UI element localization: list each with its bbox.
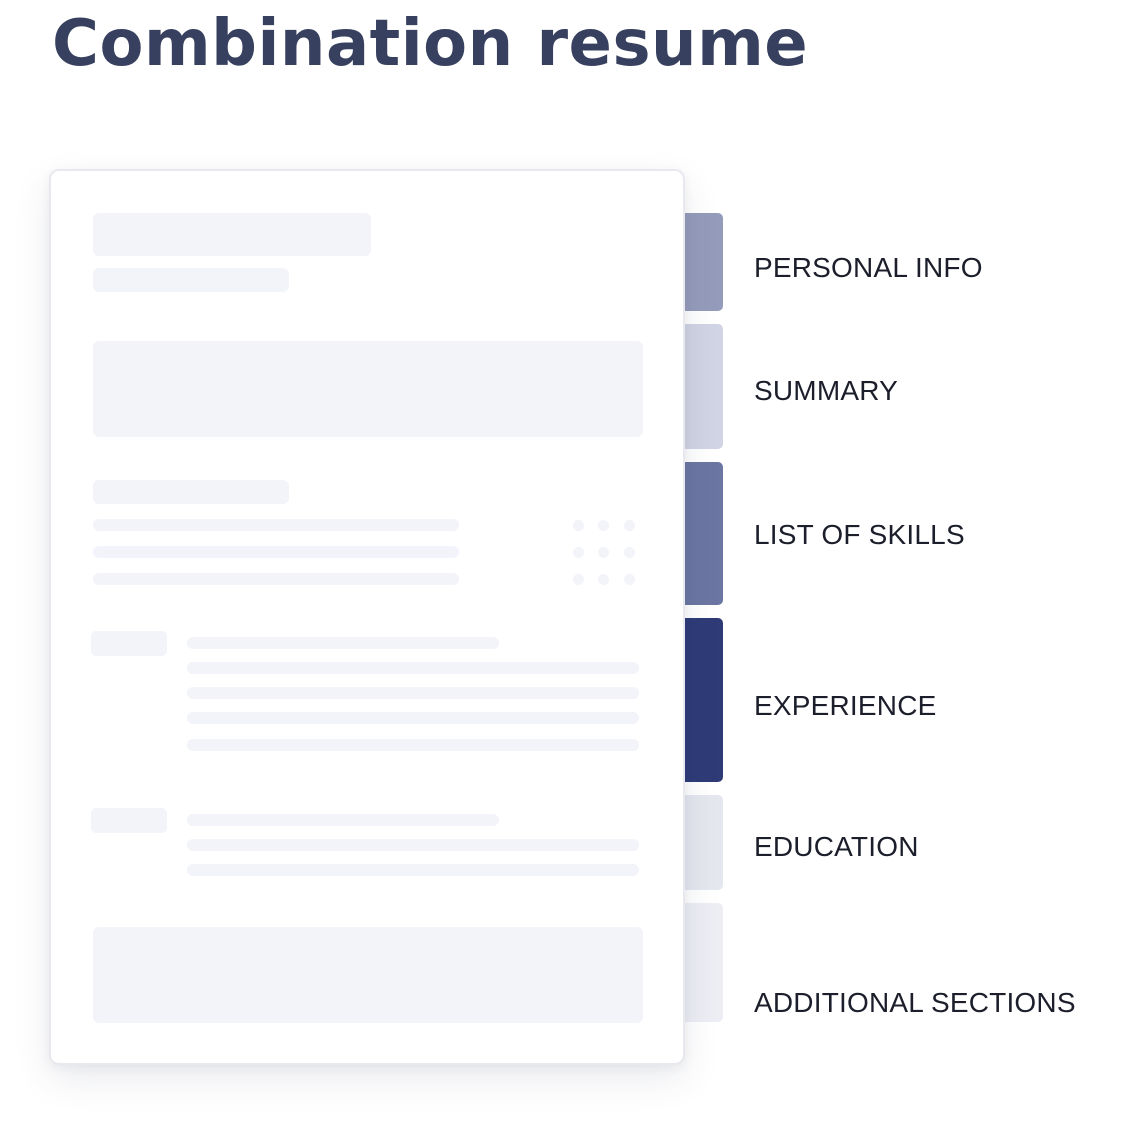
section-tab-list-of-skills [683,462,723,605]
additional-sections-placeholder [93,927,643,1023]
experience-line-placeholder [187,687,639,699]
experience-line-placeholder [187,662,639,674]
section-tab-additional-sections [683,903,723,1022]
section-label-experience: EXPERIENCE [754,690,937,721]
section-label-summary: SUMMARY [754,375,899,406]
skill-dot [573,547,584,558]
skill-dot [624,520,635,531]
experience-line-placeholder [187,739,639,751]
section-tab-experience [683,618,723,782]
skills-line-placeholder [93,573,459,585]
section-label-list-of-skills: LIST OF SKILLS [754,519,965,550]
page-title: Combination resume [52,7,809,81]
education-degree-placeholder [187,814,499,826]
skill-dot [573,574,584,585]
skills-line-placeholder [93,546,459,558]
summary-placeholder [93,341,643,437]
experience-date-placeholder [91,631,167,656]
education-line-placeholder [187,839,639,851]
experience-line-placeholder [187,712,639,724]
education-line-placeholder [187,864,639,876]
experience-role-placeholder [187,637,499,649]
skill-dot [624,574,635,585]
skill-dot [598,520,609,531]
section-tab-summary [683,324,723,449]
skill-dot [624,547,635,558]
section-label-personal-info: PERSONAL INFO [754,252,983,283]
section-label-additional-sections: ADDITIONAL SECTIONS [754,987,1076,1018]
section-tab-personal-info [683,213,723,311]
education-date-placeholder [91,808,167,833]
name-placeholder [93,213,371,256]
section-tab-education [683,795,723,890]
skills-heading-placeholder [93,480,289,504]
skill-dot [598,574,609,585]
job-title-placeholder [93,268,289,292]
skills-line-placeholder [93,519,459,531]
skill-dot [573,520,584,531]
section-label-education: EDUCATION [754,831,919,862]
resume-document [49,169,685,1065]
skill-dot [598,547,609,558]
